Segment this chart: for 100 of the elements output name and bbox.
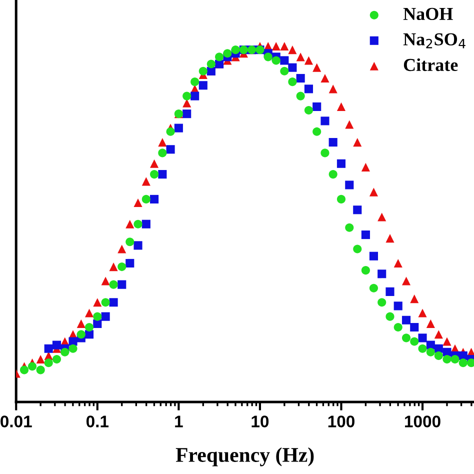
- point: [402, 276, 411, 286]
- point: [361, 162, 370, 172]
- point: [394, 302, 402, 310]
- point: [312, 127, 322, 136]
- point: [394, 258, 402, 268]
- x-tick-label: 1: [175, 416, 183, 428]
- point: [280, 66, 289, 76]
- point: [369, 252, 378, 260]
- point: [142, 177, 150, 186]
- point: [328, 84, 338, 94]
- point: [142, 220, 150, 228]
- point: [418, 334, 427, 342]
- point: [378, 270, 386, 278]
- point: [272, 42, 280, 51]
- point: [312, 102, 322, 111]
- point: [93, 319, 102, 328]
- point: [20, 366, 29, 374]
- point: [320, 148, 330, 158]
- point: [150, 194, 159, 204]
- point: [109, 280, 118, 289]
- point: [272, 56, 280, 65]
- point: [353, 244, 362, 254]
- x-tick-label: 0.1: [86, 416, 109, 428]
- point: [304, 56, 313, 65]
- point: [166, 145, 175, 154]
- point: [93, 312, 102, 321]
- point: [142, 194, 150, 204]
- point: [304, 84, 313, 94]
- point: [182, 110, 192, 118]
- point: [101, 298, 110, 307]
- point: [336, 102, 346, 111]
- point: [280, 42, 289, 51]
- point: [410, 294, 419, 304]
- point: [386, 234, 394, 243]
- point: [126, 238, 134, 246]
- point: [44, 344, 53, 353]
- point: [158, 148, 167, 158]
- point: [386, 287, 394, 296]
- point: [394, 322, 402, 332]
- point: [369, 188, 378, 196]
- point: [353, 138, 362, 147]
- point: [190, 78, 200, 86]
- point: [223, 49, 232, 58]
- point: [101, 276, 110, 286]
- point: [288, 46, 297, 54]
- point: [466, 358, 474, 368]
- point: [134, 220, 142, 228]
- point: [198, 81, 208, 90]
- point: [442, 354, 452, 364]
- point: [336, 159, 346, 168]
- x-tick-label: 0.01: [0, 416, 32, 428]
- point: [84, 322, 94, 332]
- point: [118, 280, 126, 289]
- point: [361, 266, 370, 275]
- point: [328, 170, 338, 179]
- point: [109, 298, 118, 307]
- point: [231, 46, 240, 54]
- point: [150, 170, 159, 179]
- point: [458, 358, 468, 368]
- point: [126, 220, 134, 228]
- point: [434, 330, 443, 339]
- point: [166, 127, 175, 136]
- point: [190, 92, 200, 100]
- point: [93, 298, 102, 307]
- point: [378, 298, 386, 307]
- point: [336, 194, 346, 204]
- point: [28, 362, 37, 371]
- point: [426, 319, 435, 328]
- point: [101, 312, 110, 321]
- point: [76, 330, 86, 339]
- legend-label: NaOH: [403, 8, 453, 20]
- point: [134, 241, 142, 250]
- point: [126, 258, 134, 268]
- point: [418, 308, 427, 318]
- point: [206, 60, 216, 68]
- x-axis-title: Frequency (Hz): [176, 447, 314, 466]
- point: [68, 337, 78, 346]
- point: [402, 334, 411, 342]
- point: [150, 159, 159, 168]
- point: [52, 354, 62, 364]
- point: [158, 170, 167, 179]
- point: [44, 358, 53, 368]
- point: [134, 198, 142, 208]
- x-tick-label: 1000: [405, 416, 440, 428]
- point: [361, 230, 370, 240]
- point: [320, 116, 330, 126]
- point: [280, 56, 289, 65]
- point: [353, 206, 362, 214]
- point: [304, 106, 313, 115]
- legend-label: Na$_{2}$SO$_{4}$: [403, 33, 466, 48]
- point: [174, 124, 183, 132]
- x-tick-label: 100: [328, 416, 354, 428]
- point: [118, 262, 126, 272]
- point: [296, 74, 305, 83]
- point: [442, 337, 452, 346]
- x-tick-label: 10: [252, 416, 269, 428]
- point: [36, 366, 45, 374]
- point: [36, 354, 45, 364]
- point: [52, 340, 62, 350]
- point: [198, 66, 208, 76]
